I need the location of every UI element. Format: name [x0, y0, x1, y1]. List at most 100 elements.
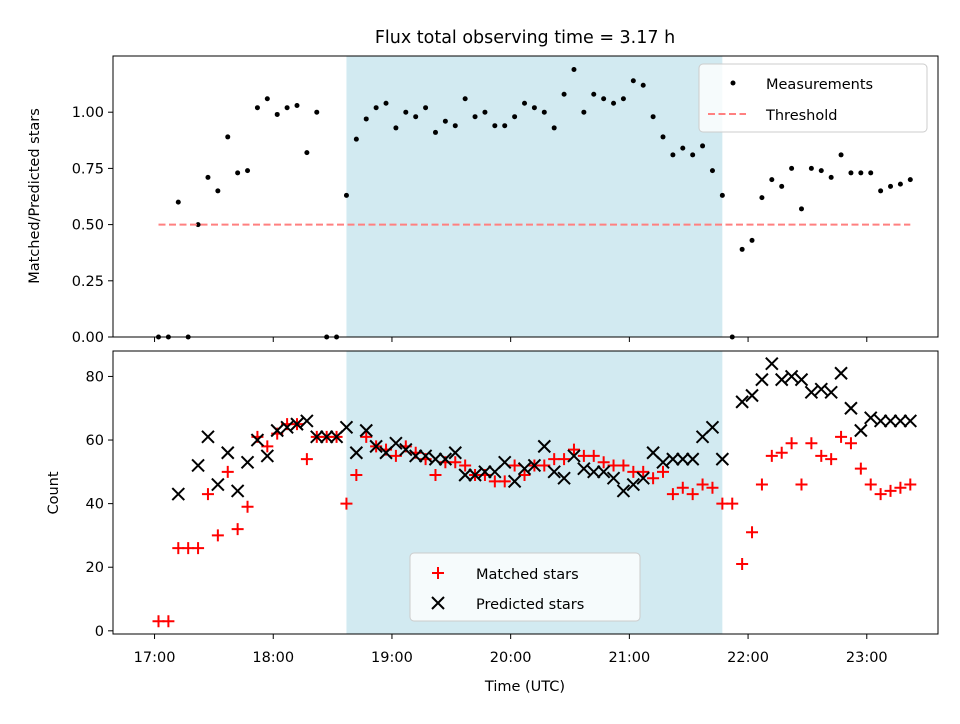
top-shaded-region: [346, 56, 723, 337]
measurements-point: [759, 195, 765, 201]
measurements-point: [512, 114, 518, 120]
matched-stars-point: [904, 478, 917, 491]
predicted-stars-point: [616, 484, 631, 498]
measurements-point: [818, 168, 824, 174]
predicted-stars-point: [587, 465, 601, 479]
bot-y-tick-label: 20: [86, 560, 104, 576]
measurements-point: [700, 143, 706, 149]
matched-stars-point: [340, 497, 353, 510]
legend-threshold-label: Threshold: [765, 108, 837, 124]
predicted-stars-point: [715, 452, 730, 466]
top-y-tick-label: 1.00: [72, 105, 104, 121]
matched-stars-point: [241, 500, 254, 513]
measurements-point: [522, 100, 528, 106]
predicted-stars-point: [893, 414, 908, 428]
top-x-axis: [154, 337, 868, 342]
predicted-stars-point: [537, 439, 552, 454]
top-y-axis: 0.00 0.25 0.50 0.75 1.00: [72, 105, 113, 346]
measurements-point: [284, 105, 290, 111]
bot-x-tick-label: 21:00: [608, 650, 650, 666]
predicted-stars-point: [794, 372, 809, 387]
matched-stars-point: [192, 542, 205, 555]
predicted-stars-point: [755, 372, 769, 387]
predicted-stars-point: [389, 436, 403, 450]
matched-stars-point: [498, 475, 511, 488]
bottom-x-axis-label: Time (UTC): [484, 679, 565, 695]
bottom-plot-area: [152, 357, 918, 628]
measurements-point: [452, 123, 458, 129]
matched-stars-point: [755, 478, 768, 491]
legend-matched-label: Matched stars: [476, 567, 579, 583]
matched-stars-point: [765, 449, 778, 462]
top-legend-box: [698, 63, 928, 133]
matched-stars-point: [389, 449, 402, 462]
bot-x-tick-label: 23:00: [846, 650, 888, 666]
measurements-point: [403, 109, 409, 115]
legend-measurements-label: Measurements: [766, 77, 873, 93]
predicted-stars-point: [300, 414, 314, 428]
measurements-point: [858, 170, 864, 176]
measurements-point: [492, 123, 498, 129]
measurements-point: [601, 96, 607, 102]
matched-stars-point: [429, 469, 442, 482]
predicted-stars-point: [567, 449, 581, 463]
matched-stars-point: [825, 453, 838, 466]
predicted-stars-point: [438, 452, 453, 466]
top-y-tick-label: 0.25: [72, 274, 104, 290]
measurements-point: [373, 105, 379, 111]
matched-stars-point: [231, 523, 244, 536]
bot-x-tick-label: 17:00: [134, 650, 176, 666]
bot-x-tick-label: 19:00: [371, 650, 413, 666]
measurements-point: [888, 183, 894, 189]
bottom-legend-box: [409, 552, 641, 622]
predicted-stars-point: [666, 452, 680, 466]
matched-stars-point: [676, 481, 689, 494]
predicted-stars-point: [685, 452, 700, 466]
predicted-stars-point: [527, 458, 542, 473]
measurements-point: [739, 246, 745, 252]
measurements-point: [581, 109, 587, 115]
measurements-point: [878, 188, 884, 194]
measurements-point: [907, 177, 913, 183]
measurements-point: [630, 78, 636, 84]
predicted-stars-point: [211, 477, 225, 492]
predicted-stars-point: [349, 446, 364, 460]
measurements-point: [245, 168, 251, 174]
legend-measurements-marker: [730, 80, 736, 86]
measurements-point: [353, 136, 359, 142]
matched-stars-point: [587, 449, 600, 462]
measurements-point: [561, 91, 567, 97]
matched-stars-point: [736, 558, 749, 571]
bot-y-tick-label: 0: [95, 624, 104, 640]
predicted-stars-point: [468, 468, 482, 482]
legend-predicted-label: Predicted stars: [476, 597, 584, 613]
measurements-point: [432, 129, 438, 135]
predicted-stars-point: [339, 420, 354, 435]
measurements-point: [393, 125, 399, 131]
measurements-point: [225, 134, 231, 140]
predicted-stars-point: [824, 385, 838, 400]
measurements-point: [383, 100, 389, 106]
bot-x-tick-label: 18:00: [252, 650, 294, 666]
matched-stars-point: [894, 481, 907, 494]
matched-stars-point: [459, 459, 472, 472]
measurements-point: [195, 222, 201, 228]
predicted-stars-point: [636, 471, 650, 485]
predicted-stars-point: [230, 484, 245, 498]
measurements-point: [709, 168, 715, 174]
measurements-point: [640, 82, 646, 88]
measurements-point: [235, 170, 241, 176]
measurements-point: [591, 91, 597, 97]
measurements-point: [670, 152, 676, 158]
legend-matched-marker: [432, 567, 444, 579]
measurements-point: [482, 109, 488, 115]
measurements-point: [848, 170, 854, 176]
predicted-stars-point: [171, 487, 185, 501]
predicted-stars-point: [418, 449, 433, 463]
matched-stars-point: [775, 446, 788, 459]
predicted-stars-point: [784, 369, 799, 384]
predicted-stars-point: [408, 449, 423, 463]
predicted-stars-point: [903, 414, 918, 428]
predicted-stars-point: [280, 420, 294, 435]
predicted-stars-point: [596, 465, 611, 479]
